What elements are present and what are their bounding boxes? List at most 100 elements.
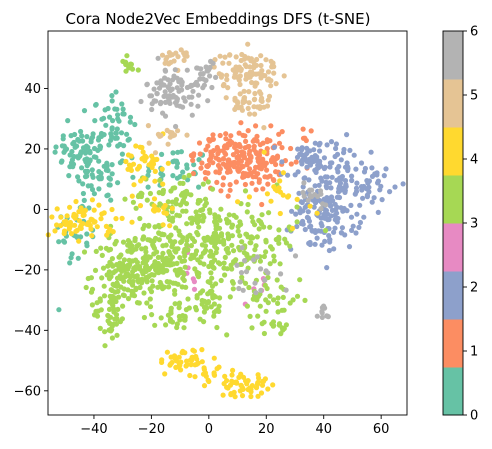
point <box>267 261 273 267</box>
point <box>157 177 163 183</box>
point <box>53 144 59 150</box>
colorbar-ticks: 0 1 2 3 4 5 6 <box>463 25 478 424</box>
point <box>299 199 305 206</box>
point <box>161 258 167 264</box>
point <box>149 164 155 170</box>
point <box>251 59 257 65</box>
point <box>115 288 121 294</box>
point <box>248 393 254 400</box>
point <box>268 78 274 84</box>
point <box>167 129 173 135</box>
point <box>261 253 267 260</box>
point <box>80 138 86 144</box>
point <box>271 253 277 259</box>
point <box>125 137 131 143</box>
point <box>379 197 385 203</box>
point <box>256 375 262 381</box>
point <box>169 359 175 366</box>
point <box>346 244 353 250</box>
point <box>121 286 127 292</box>
point <box>136 163 142 169</box>
point <box>246 100 252 106</box>
point <box>141 222 148 229</box>
point <box>92 219 98 225</box>
point <box>191 286 198 292</box>
point <box>258 104 264 110</box>
point <box>261 330 267 337</box>
point <box>201 261 207 267</box>
point <box>250 138 256 144</box>
point <box>264 146 270 152</box>
series-class-1 <box>188 120 314 208</box>
point <box>76 218 83 224</box>
point <box>211 313 217 319</box>
point <box>363 186 370 192</box>
point <box>204 300 210 306</box>
point <box>353 166 359 172</box>
point <box>114 332 120 338</box>
point <box>316 197 322 203</box>
point <box>134 259 140 265</box>
point <box>199 347 205 353</box>
point <box>110 263 116 269</box>
point <box>207 138 213 144</box>
point <box>151 86 157 92</box>
point <box>368 149 374 155</box>
point <box>251 65 257 71</box>
point <box>105 229 111 235</box>
point <box>331 246 337 252</box>
point <box>200 71 206 77</box>
point <box>230 286 236 292</box>
point <box>172 248 178 254</box>
point <box>105 167 111 174</box>
point <box>212 236 218 242</box>
point <box>318 191 324 197</box>
point <box>332 225 338 231</box>
point <box>236 141 242 148</box>
point <box>233 64 239 70</box>
point <box>174 324 180 331</box>
point <box>264 103 271 109</box>
point <box>175 364 182 370</box>
point <box>264 139 270 145</box>
point <box>251 146 257 153</box>
point <box>319 314 325 320</box>
point <box>66 226 72 232</box>
point <box>61 238 67 244</box>
point <box>97 146 103 152</box>
point <box>201 82 207 88</box>
point <box>97 325 103 331</box>
point <box>256 152 263 158</box>
point <box>196 184 202 190</box>
point <box>283 240 289 246</box>
point <box>227 138 233 144</box>
point <box>199 301 205 307</box>
point <box>317 140 323 146</box>
point <box>208 270 214 276</box>
point <box>99 252 105 258</box>
point <box>195 82 201 88</box>
point <box>182 253 188 259</box>
point <box>160 250 166 256</box>
y-tick-label: −40 <box>14 324 41 339</box>
point <box>144 300 150 306</box>
point <box>214 324 220 331</box>
point <box>318 163 324 169</box>
point <box>305 209 311 215</box>
point <box>258 266 264 272</box>
point <box>116 254 122 260</box>
point <box>369 199 375 205</box>
x-tick-label: 60 <box>373 422 390 437</box>
point <box>305 197 311 203</box>
point <box>322 227 329 234</box>
point <box>188 243 194 249</box>
point <box>154 249 160 255</box>
point <box>171 353 178 359</box>
point <box>98 216 104 222</box>
point <box>279 145 285 151</box>
point <box>205 179 211 185</box>
point <box>377 187 383 193</box>
point <box>155 55 161 61</box>
point <box>297 277 303 283</box>
point <box>166 249 172 255</box>
